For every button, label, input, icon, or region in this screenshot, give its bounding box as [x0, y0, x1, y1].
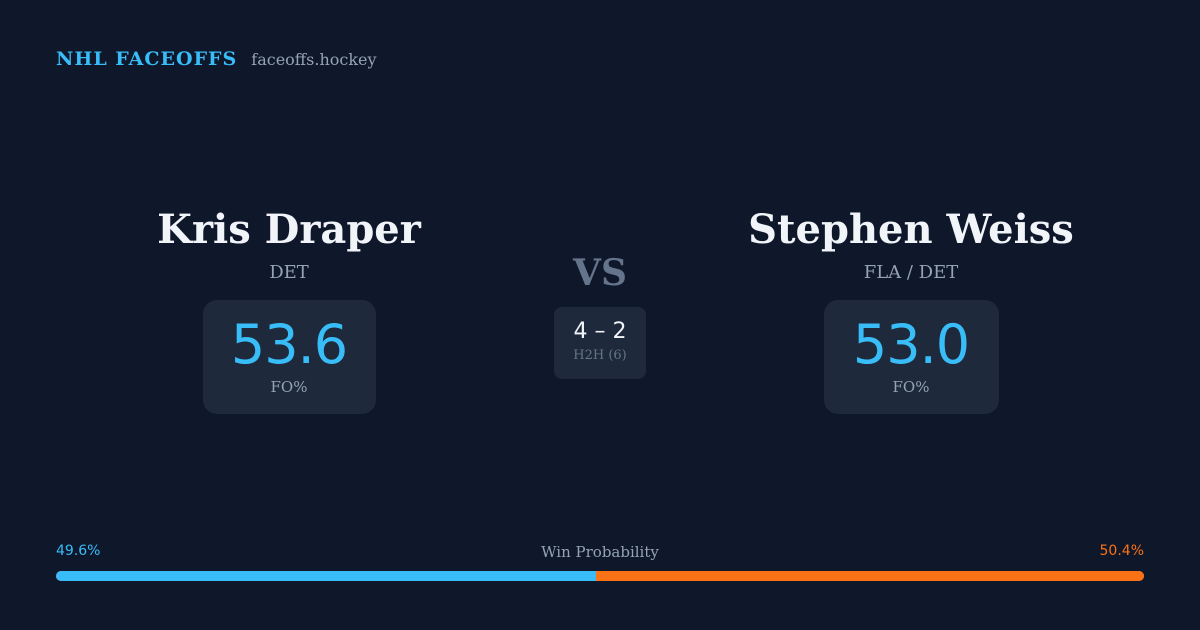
win-probability-bar	[56, 571, 1144, 581]
h2h-label: H2H (6)	[573, 348, 627, 363]
player-right-fo-value: 53.0	[852, 313, 970, 376]
brand: NHL FACEOFFS faceoffs.hockey	[56, 48, 377, 70]
player-left-card: Kris Draper DET 53.6 FO%	[89, 204, 489, 414]
brand-name: NHL FACEOFFS	[56, 48, 238, 70]
vs-label: VS	[573, 252, 627, 294]
win-probability-title: Win Probability	[541, 543, 659, 561]
win-probability-left-fill	[56, 571, 596, 581]
player-left-fo-value: 53.6	[230, 313, 348, 376]
player-right-team: FLA / DET	[863, 262, 959, 283]
h2h-score: 4 – 2	[573, 319, 627, 344]
win-probability-right-fill	[595, 571, 1144, 581]
player-left-team: DET	[269, 262, 309, 283]
player-left-name: Kris Draper	[157, 206, 421, 253]
win-probability-labels: 49.6% Win Probability 50.4%	[56, 543, 1144, 563]
player-right-fo-label: FO%	[892, 378, 930, 396]
player-right-name: Stephen Weiss	[748, 206, 1074, 253]
player-right-card: Stephen Weiss FLA / DET 53.0 FO%	[711, 204, 1111, 414]
win-probability-right-value: 50.4%	[1099, 543, 1144, 559]
player-right-stat-box: 53.0 FO%	[823, 300, 999, 414]
win-probability-left-value: 49.6%	[56, 543, 101, 559]
h2h-box: 4 – 2 H2H (6)	[554, 307, 646, 379]
player-left-fo-label: FO%	[270, 378, 308, 396]
player-left-stat-box: 53.6 FO%	[202, 300, 376, 414]
brand-site: faceoffs.hockey	[251, 50, 377, 69]
